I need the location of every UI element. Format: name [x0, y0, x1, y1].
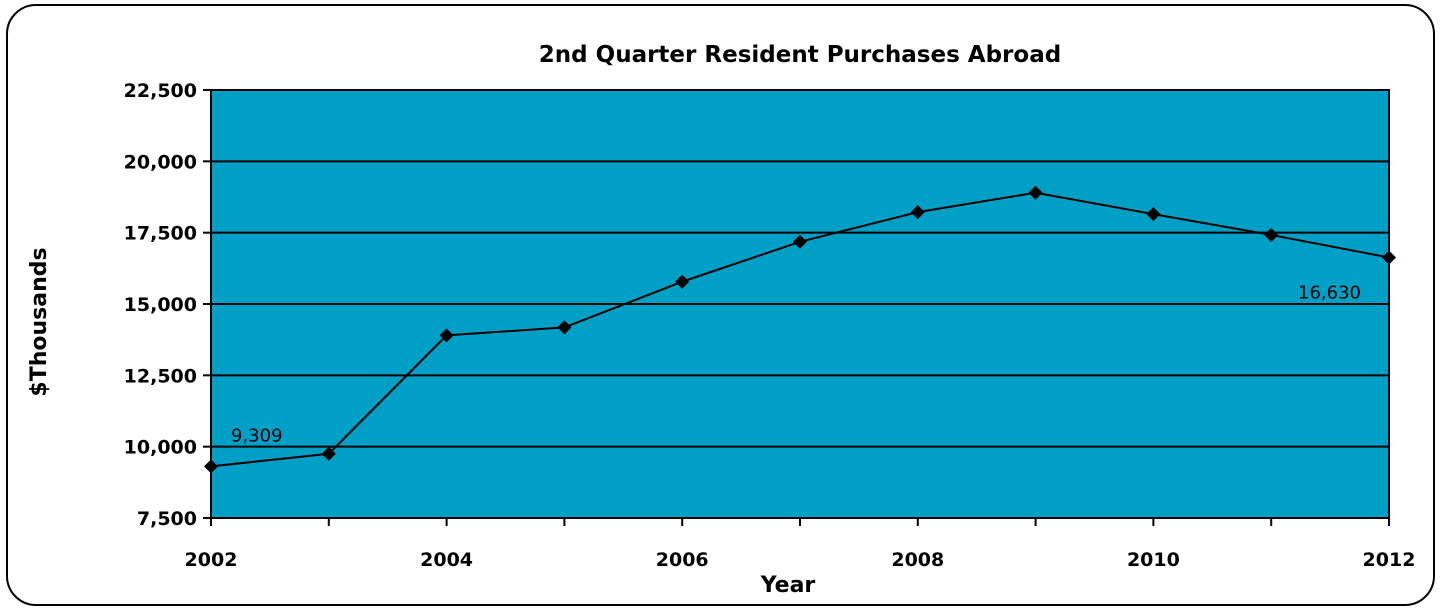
data-labels: 9,309 16,630: [231, 282, 1361, 446]
y-tick-label: 12,500: [124, 365, 197, 387]
data-point-marker: [1146, 207, 1161, 222]
y-axis-ticks: 7,500 10,000 12,500 15,000 17,500 20,000 22,50…: [124, 80, 211, 530]
x-axis-ticks: 2002 2004 2006 2008 2010 2012: [185, 518, 1416, 571]
series-group: [204, 185, 1396, 474]
chart-title: 2nd Quarter Resident Purchases Abroad: [539, 42, 1061, 68]
x-tick-label: 2012: [1363, 549, 1416, 571]
x-tick-label: 2002: [185, 549, 238, 571]
data-point-marker: [1382, 250, 1396, 265]
y-axis-title: $Thousands: [27, 247, 52, 396]
x-tick-label: 2004: [420, 549, 473, 571]
data-point-marker: [557, 320, 572, 335]
data-point-marker: [321, 446, 336, 461]
y-tick-label: 7,500: [137, 508, 197, 530]
data-point-marker: [1264, 227, 1279, 242]
y-tick-label: 20,000: [124, 151, 197, 173]
y-tick-label: 15,000: [124, 294, 197, 316]
x-tick-label: 2008: [891, 549, 944, 571]
data-label: 16,630: [1298, 282, 1361, 303]
data-point-marker: [1028, 185, 1043, 200]
data-point-marker: [910, 205, 925, 220]
data-point-marker: [204, 459, 218, 474]
data-point-marker: [439, 328, 454, 343]
y-tick-label: 17,500: [124, 223, 197, 245]
y-tick-label: 22,500: [124, 80, 197, 102]
x-axis-title: Year: [760, 573, 816, 598]
data-label: 9,309: [231, 425, 283, 446]
y-tick-label: 10,000: [124, 437, 197, 459]
data-point-marker: [793, 234, 807, 249]
data-point-marker: [675, 274, 690, 289]
x-tick-label: 2010: [1127, 549, 1180, 571]
x-tick-label: 2006: [656, 549, 709, 571]
